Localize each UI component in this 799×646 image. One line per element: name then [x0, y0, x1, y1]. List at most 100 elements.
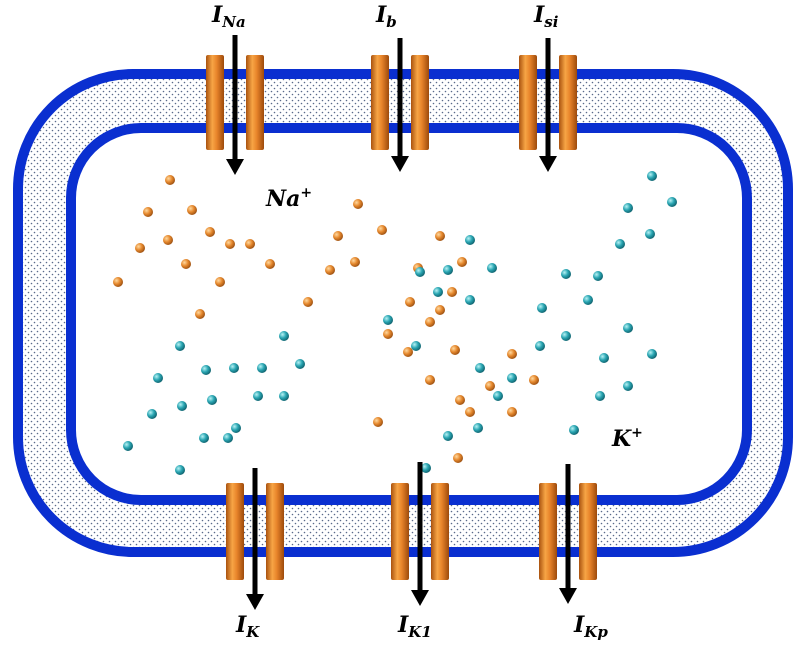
current-label: Ib — [375, 2, 397, 31]
potassium-ion — [443, 265, 453, 275]
potassium-ion — [177, 401, 187, 411]
sodium-ion — [465, 407, 475, 417]
potassium-ion — [207, 395, 217, 405]
cell-diagram: INa Ib Isi IK IK1 IKp Na+ K+ — [0, 0, 799, 646]
potassium-ion — [279, 391, 289, 401]
potassium-ion — [229, 363, 239, 373]
sodium-ion — [453, 453, 463, 463]
channel-subunit — [411, 55, 429, 150]
sodium-ion — [333, 231, 343, 241]
sodium-ion — [205, 227, 215, 237]
potassium-ion — [443, 431, 453, 441]
sodium-ion — [485, 381, 495, 391]
potassium-ion — [593, 271, 603, 281]
potassium-ion — [153, 373, 163, 383]
potassium-ion — [223, 433, 233, 443]
channel-subunit — [226, 483, 244, 580]
potassium-ion — [583, 295, 593, 305]
sodium-ion — [383, 329, 393, 339]
potassium-ion — [279, 331, 289, 341]
potassium-ion — [465, 295, 475, 305]
sodium-ion — [377, 225, 387, 235]
sodium-ion — [325, 265, 335, 275]
sodium-ion — [405, 297, 415, 307]
symbol: I — [573, 612, 585, 638]
sodium-ion — [187, 205, 197, 215]
potassium-ion — [123, 441, 133, 451]
sodium-ion — [353, 199, 363, 209]
sodium-ion — [447, 287, 457, 297]
sodium-ion — [163, 235, 173, 245]
potassium-ion — [433, 287, 443, 297]
arrow-head — [246, 594, 264, 610]
current-label: Isi — [533, 2, 559, 31]
symbol: I — [375, 2, 387, 28]
sodium-ion — [529, 375, 539, 385]
sodium-ion — [265, 259, 275, 269]
potassium-ion — [383, 315, 393, 325]
subscript: K1 — [407, 623, 431, 641]
symbol: I — [397, 612, 409, 638]
subscript: Na — [221, 13, 245, 31]
potassium-ion — [475, 363, 485, 373]
symbol: Na — [265, 186, 300, 212]
potassium-ion — [201, 365, 211, 375]
potassium-ion — [537, 303, 547, 313]
potassium-ion — [175, 341, 185, 351]
symbol: I — [211, 2, 223, 28]
subscript: b — [386, 13, 397, 31]
potassium-ion — [199, 433, 209, 443]
channel-subunit — [371, 55, 389, 150]
subscript: K — [245, 623, 260, 641]
potassium-ion — [623, 203, 633, 213]
potassium-ion — [647, 349, 657, 359]
sodium-ion — [225, 239, 235, 249]
sodium-ion — [303, 297, 313, 307]
symbol: I — [235, 612, 247, 638]
potassium-ion — [595, 391, 605, 401]
potassium-ion — [535, 341, 545, 351]
sodium-ion — [143, 207, 153, 217]
sodium-ion — [135, 243, 145, 253]
sodium-ion — [403, 347, 413, 357]
superscript: + — [631, 425, 643, 441]
potassium-ion — [257, 363, 267, 373]
potassium-ion — [623, 323, 633, 333]
subscript: si — [544, 13, 558, 31]
potassium-ion — [231, 423, 241, 433]
channel-subunit — [431, 483, 449, 580]
sodium-ion — [425, 375, 435, 385]
channel-subunit — [559, 55, 577, 150]
sodium-ion — [507, 407, 517, 417]
potassium-ion — [645, 229, 655, 239]
potassium-ion — [561, 269, 571, 279]
sodium-ion — [373, 417, 383, 427]
channel-subunit — [246, 55, 264, 150]
arrow-head — [559, 588, 577, 604]
sodium-ion — [435, 231, 445, 241]
sodium-ion — [450, 345, 460, 355]
channel-subunit — [206, 55, 224, 150]
potassium-ion — [507, 373, 517, 383]
sodium-ion — [457, 257, 467, 267]
current-label: IK1 — [397, 612, 432, 641]
current-label: IKp — [573, 612, 608, 641]
potassium-ion — [473, 423, 483, 433]
channel-subunit — [391, 483, 409, 580]
channel-subunit — [539, 483, 557, 580]
potassium-ion — [465, 235, 475, 245]
superscript: + — [300, 185, 312, 201]
arrow-head — [411, 590, 429, 606]
potassium-ion — [415, 267, 425, 277]
sodium-ion — [195, 309, 205, 319]
potassium-ion — [175, 465, 185, 475]
sodium-ion — [425, 317, 435, 327]
potassium-ion — [487, 263, 497, 273]
symbol: K — [611, 426, 632, 452]
potassium-ion — [561, 331, 571, 341]
subscript: Kp — [583, 623, 608, 641]
sodium-ion — [245, 239, 255, 249]
sodium-ion — [455, 395, 465, 405]
potassium-ion — [667, 197, 677, 207]
potassium-ion — [569, 425, 579, 435]
